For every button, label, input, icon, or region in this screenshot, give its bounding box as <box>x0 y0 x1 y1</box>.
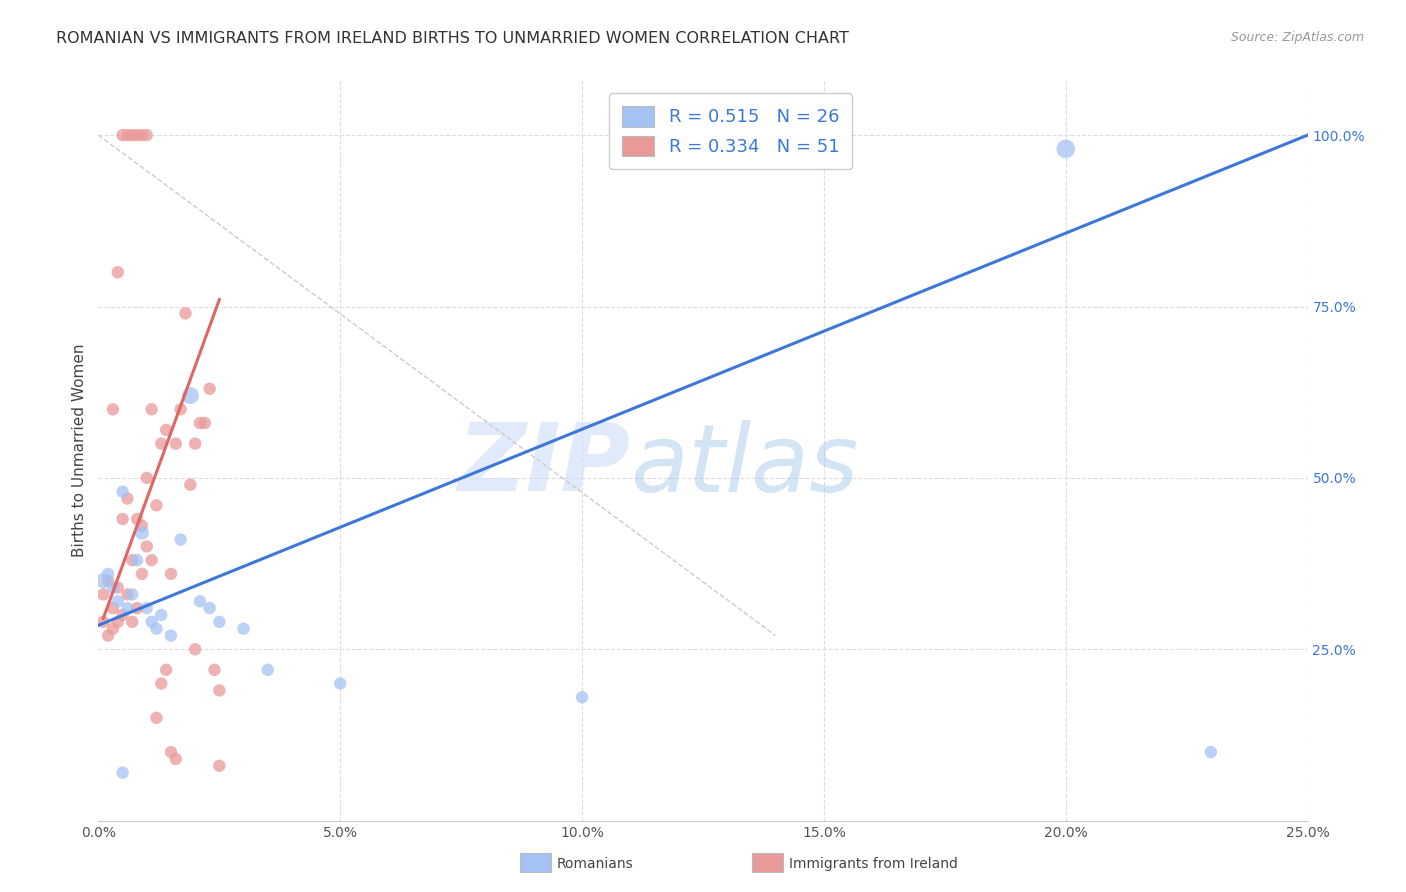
Point <box>131 128 153 142</box>
Point <box>165 752 187 766</box>
Point <box>145 498 167 512</box>
Point <box>135 471 157 485</box>
Point <box>1199 745 1222 759</box>
Point <box>232 622 254 636</box>
Point <box>188 416 211 430</box>
Point <box>107 265 129 279</box>
Point <box>97 566 120 581</box>
Point <box>329 676 352 690</box>
Text: atlas: atlas <box>630 420 859 511</box>
Point <box>121 128 143 142</box>
Point <box>141 402 163 417</box>
Point <box>121 615 143 629</box>
Point <box>571 690 593 705</box>
Text: Romanians: Romanians <box>557 857 634 871</box>
Point <box>150 607 173 622</box>
Point <box>117 128 139 142</box>
Text: ROMANIAN VS IMMIGRANTS FROM IRELAND BIRTHS TO UNMARRIED WOMEN CORRELATION CHART: ROMANIAN VS IMMIGRANTS FROM IRELAND BIRT… <box>56 31 849 46</box>
Point <box>150 676 173 690</box>
Point <box>127 553 149 567</box>
Point <box>179 389 201 403</box>
Point <box>208 683 231 698</box>
Point <box>184 642 207 657</box>
Point <box>160 745 183 759</box>
Point <box>111 484 134 499</box>
Point <box>121 587 143 601</box>
Point <box>155 423 177 437</box>
Point <box>256 663 278 677</box>
Legend: R = 0.515   N = 26, R = 0.334   N = 51: R = 0.515 N = 26, R = 0.334 N = 51 <box>609 93 852 169</box>
Point <box>194 416 217 430</box>
Point <box>107 581 129 595</box>
Point <box>135 128 157 142</box>
Y-axis label: Births to Unmarried Women: Births to Unmarried Women <box>72 343 87 558</box>
Point <box>91 587 114 601</box>
Point <box>111 765 134 780</box>
Point <box>117 491 139 506</box>
Point <box>127 512 149 526</box>
Point <box>117 587 139 601</box>
Point <box>135 540 157 554</box>
Point <box>184 436 207 450</box>
Point <box>91 574 114 588</box>
Point <box>198 382 221 396</box>
Point <box>127 601 149 615</box>
Text: Immigrants from Ireland: Immigrants from Ireland <box>789 857 957 871</box>
Point <box>145 622 167 636</box>
Point <box>121 553 143 567</box>
Point <box>208 615 231 629</box>
Point <box>101 601 124 615</box>
Point <box>127 128 149 142</box>
Point <box>117 601 139 615</box>
Point <box>165 436 187 450</box>
Point <box>101 581 124 595</box>
Point <box>107 615 129 629</box>
Point <box>174 306 197 320</box>
Point <box>101 622 124 636</box>
Point <box>131 566 153 581</box>
Point <box>208 759 231 773</box>
Point <box>111 128 134 142</box>
Point <box>160 628 183 642</box>
Point <box>141 553 163 567</box>
Point <box>141 615 163 629</box>
Point <box>179 477 201 491</box>
Point <box>131 519 153 533</box>
Point <box>101 402 124 417</box>
Point <box>1054 142 1077 156</box>
Point <box>169 533 191 547</box>
Point <box>150 436 173 450</box>
Point <box>131 525 153 540</box>
Point <box>145 711 167 725</box>
Point <box>188 594 211 608</box>
Point <box>107 594 129 608</box>
Text: ZIP: ZIP <box>457 419 630 511</box>
Point <box>135 601 157 615</box>
Point <box>97 628 120 642</box>
Point <box>111 607 134 622</box>
Point <box>97 574 120 588</box>
Point <box>155 663 177 677</box>
Point <box>204 663 226 677</box>
Point <box>160 566 183 581</box>
Point <box>169 402 191 417</box>
Text: Source: ZipAtlas.com: Source: ZipAtlas.com <box>1230 31 1364 45</box>
Point <box>198 601 221 615</box>
Point <box>91 615 114 629</box>
Point <box>111 512 134 526</box>
